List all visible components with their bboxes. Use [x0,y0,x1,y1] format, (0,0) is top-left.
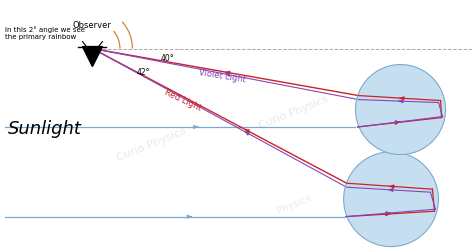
Text: Sunlight: Sunlight [8,121,82,138]
Text: Curio Physics: Curio Physics [116,126,188,163]
Text: Red Light: Red Light [163,88,202,113]
Text: Physics: Physics [275,193,313,216]
Text: 42°: 42° [137,67,150,76]
Circle shape [344,152,438,247]
Text: In this 2° angle we see
the primary rainbow: In this 2° angle we see the primary rain… [5,27,85,40]
Circle shape [356,64,446,155]
Text: Curio Physics: Curio Physics [258,94,330,130]
Polygon shape [82,47,102,66]
Text: 40°: 40° [160,54,174,62]
Text: Violet Light: Violet Light [198,68,246,85]
Text: Observer: Observer [73,21,112,30]
